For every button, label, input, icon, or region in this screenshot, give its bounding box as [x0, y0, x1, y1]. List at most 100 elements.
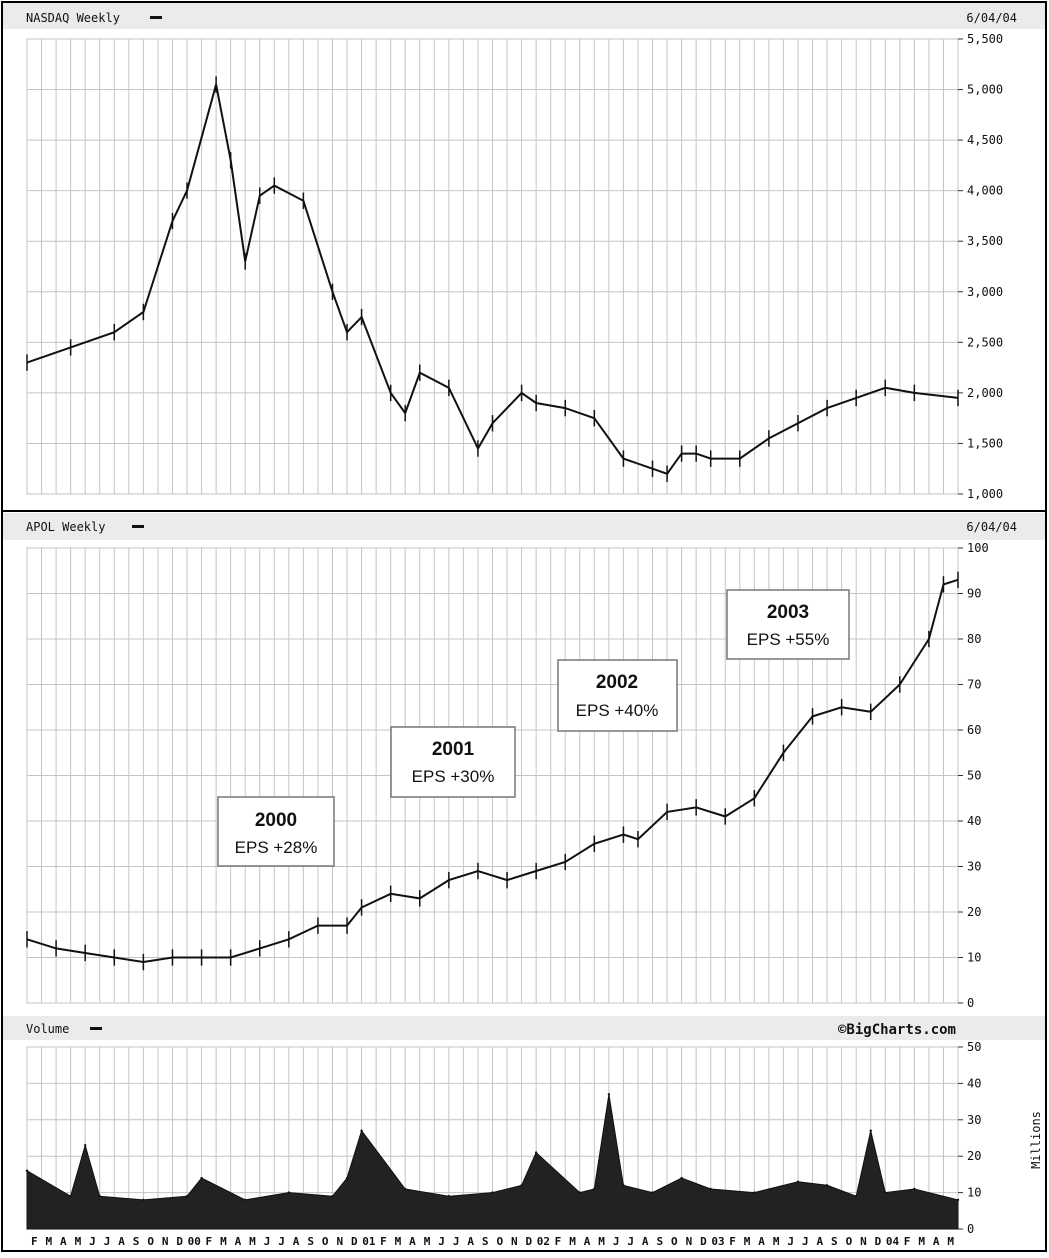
- volume-point: [345, 1176, 349, 1180]
- volume-point: [404, 1187, 407, 1191]
- month-tick-label: 03: [711, 1235, 724, 1248]
- month-tick-label: F: [206, 1235, 213, 1248]
- apol-y-tick-label: 40: [967, 814, 981, 828]
- annotation-2000: 2000 EPS +28%: [217, 796, 335, 867]
- volume-point: [956, 1198, 960, 1202]
- apol-date: 6/04/04: [966, 520, 1017, 534]
- month-tick-label: D: [700, 1235, 707, 1248]
- annotation-2003: 2003 EPS +55%: [726, 589, 850, 660]
- month-tick-label: 04: [886, 1235, 900, 1248]
- month-tick-label: S: [482, 1235, 489, 1248]
- nasdaq-y-tick-label: 2,000: [967, 386, 1003, 400]
- volume-y-tick-label: 10: [967, 1186, 981, 1200]
- month-tick-label: S: [831, 1235, 838, 1248]
- volume-header: Volume: [26, 1022, 69, 1036]
- nasdaq-header: NASDAQ Weekly: [26, 11, 120, 25]
- month-tick-label: J: [89, 1235, 96, 1248]
- annotation-eps: EPS +40%: [576, 701, 659, 720]
- nasdaq-y-tick-label: 3,500: [967, 234, 1003, 248]
- nasdaq-y-tick-label: 5,000: [967, 83, 1003, 97]
- month-tick-label: F: [729, 1235, 736, 1248]
- apol-y-tick-label: 20: [967, 905, 981, 919]
- month-tick-label: N: [860, 1235, 867, 1248]
- apol-legend-swatch: [132, 525, 144, 528]
- volume-point: [578, 1191, 581, 1194]
- nasdaq-legend-swatch: [150, 16, 162, 19]
- month-tick-label: O: [147, 1235, 154, 1248]
- month-tick-label: 02: [537, 1235, 550, 1248]
- month-tick-label: J: [787, 1235, 794, 1248]
- month-tick-label: F: [555, 1235, 562, 1248]
- volume-point: [520, 1184, 523, 1187]
- volume-point: [83, 1144, 87, 1147]
- month-tick-label: S: [307, 1235, 314, 1248]
- month-tick-label: M: [947, 1235, 954, 1248]
- apol-y-tick-label: 0: [967, 996, 974, 1010]
- apol-y-tick-label: 50: [967, 769, 981, 783]
- month-tick-label: S: [133, 1235, 140, 1248]
- volume-point: [69, 1195, 72, 1198]
- month-tick-label: J: [627, 1235, 634, 1248]
- nasdaq-date: 6/04/04: [966, 11, 1017, 25]
- month-tick-label: M: [569, 1235, 576, 1248]
- apol-y-tick-label: 100: [967, 541, 989, 555]
- month-tick-label: M: [424, 1235, 431, 1248]
- annotation-year: 2000: [255, 810, 297, 831]
- month-tick-label: O: [496, 1235, 503, 1248]
- source-credit: ©BigCharts.com: [838, 1022, 956, 1038]
- apol-y-tick-label: 10: [967, 951, 981, 965]
- volume-point: [98, 1195, 101, 1198]
- month-tick-label: A: [293, 1235, 300, 1248]
- month-tick-label: M: [918, 1235, 925, 1248]
- apol-y-tick-label: 80: [967, 632, 981, 646]
- month-tick-label: D: [875, 1235, 882, 1248]
- month-tick-label: A: [584, 1235, 591, 1248]
- volume-header-band: [3, 1016, 1045, 1040]
- nasdaq-y-tick-label: 2,500: [967, 335, 1003, 349]
- volume-y-tick-label: 0: [967, 1222, 974, 1236]
- month-tick-label: A: [933, 1235, 940, 1248]
- month-tick-label: J: [802, 1235, 809, 1248]
- month-tick-label: A: [235, 1235, 242, 1248]
- month-tick-label: J: [264, 1235, 271, 1248]
- annotation-eps: EPS +28%: [235, 838, 318, 857]
- month-tick-label: 01: [362, 1235, 376, 1248]
- month-tick-label: O: [846, 1235, 853, 1248]
- month-tick-label: 00: [188, 1235, 201, 1248]
- annotation-box: [557, 659, 678, 732]
- annotation-year: 2001: [432, 739, 475, 760]
- volume-point: [593, 1187, 596, 1191]
- volume-point: [244, 1198, 247, 1202]
- annotation-2002: 2002 EPS +40%: [557, 659, 678, 732]
- volume-point: [331, 1195, 334, 1198]
- month-tick-label: S: [656, 1235, 663, 1248]
- annotation-box: [217, 796, 335, 867]
- month-tick-label: M: [75, 1235, 82, 1248]
- month-tick-label: J: [278, 1235, 285, 1248]
- nasdaq-y-tick-label: 3,000: [967, 285, 1003, 299]
- month-tick-label: A: [467, 1235, 474, 1248]
- volume-y-tick-label: 50: [967, 1040, 981, 1054]
- month-tick-label: A: [409, 1235, 416, 1248]
- month-tick-label: D: [526, 1235, 533, 1248]
- volume-point: [651, 1191, 654, 1194]
- volume-point: [534, 1151, 538, 1154]
- volume-panel: 50 40 30 20 10 0: [25, 1040, 981, 1236]
- month-tick-label: M: [46, 1235, 53, 1248]
- volume-point: [622, 1184, 625, 1187]
- month-tick-label: M: [395, 1235, 402, 1248]
- volume-point: [491, 1191, 494, 1194]
- volume-legend-swatch: [90, 1027, 102, 1030]
- volume-point: [607, 1093, 611, 1096]
- volume-y-tick-label: 40: [967, 1076, 981, 1090]
- month-tick-label: J: [438, 1235, 445, 1248]
- volume-point: [200, 1176, 203, 1180]
- volume-point: [854, 1195, 858, 1198]
- volume-point: [753, 1191, 756, 1194]
- apol-y-tick-label: 70: [967, 678, 981, 692]
- month-axis: F M A M J J A S O N D 00 F M A M J J A S O N D 01 F M A M J J A S O N D 02 F…: [31, 1235, 954, 1248]
- month-tick-label: F: [904, 1235, 911, 1248]
